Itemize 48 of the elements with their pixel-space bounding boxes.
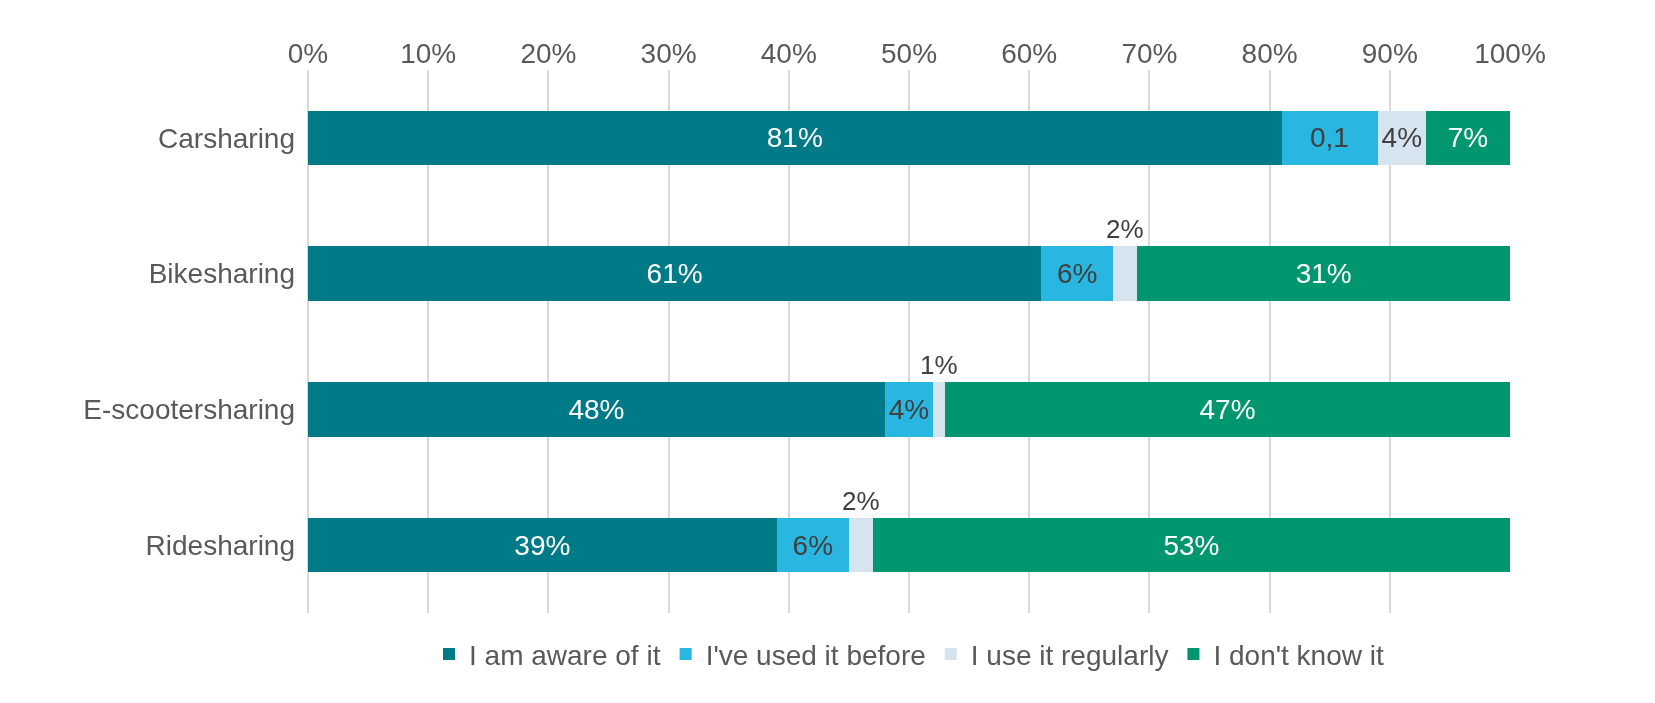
data-label: 1% bbox=[920, 350, 958, 380]
data-label: 47% bbox=[1199, 393, 1256, 425]
data-label: 48% bbox=[568, 393, 625, 425]
bar bbox=[1281, 110, 1378, 166]
x-tick-label: 40% bbox=[760, 38, 817, 70]
bar bbox=[308, 110, 1282, 166]
x-tick-label: 30% bbox=[640, 38, 697, 70]
x-tick-label: 70% bbox=[1121, 38, 1178, 70]
bar bbox=[933, 382, 946, 437]
legend-label: I am aware of it bbox=[469, 639, 661, 671]
bar bbox=[872, 517, 1510, 573]
bar bbox=[1137, 246, 1510, 301]
legend-label: I use it regularly bbox=[970, 639, 1169, 671]
bar bbox=[308, 246, 1042, 301]
x-tick-label: 90% bbox=[1361, 38, 1418, 70]
data-label: 31% bbox=[1295, 258, 1352, 290]
bar bbox=[1041, 246, 1114, 301]
data-label: 2% bbox=[1106, 214, 1144, 244]
data-label: 53% bbox=[1163, 529, 1220, 561]
legend-label: I don't know it bbox=[1213, 639, 1384, 671]
bar bbox=[308, 382, 885, 437]
bar bbox=[308, 517, 777, 573]
data-label: 7% bbox=[1447, 122, 1489, 154]
x-tick-label: 0% bbox=[287, 38, 329, 70]
x-tick-label: 80% bbox=[1241, 38, 1298, 70]
data-label: 4% bbox=[888, 393, 930, 425]
y-tick-label: Bikesharing bbox=[148, 258, 295, 290]
data-label: 6% bbox=[792, 529, 834, 561]
y-tick-label: Ridesharing bbox=[145, 529, 295, 561]
bar bbox=[1113, 246, 1138, 301]
y-tick-label: Carsharing bbox=[158, 122, 295, 154]
bar bbox=[945, 382, 1510, 437]
bar bbox=[1425, 110, 1510, 166]
y-tick-label: E-scootersharing bbox=[83, 394, 295, 426]
data-label: 4% bbox=[1381, 122, 1423, 154]
x-tick-label: 10% bbox=[400, 38, 457, 70]
data-label: 39% bbox=[514, 529, 571, 561]
annotation: 0,1 bbox=[1310, 122, 1349, 153]
data-label: 81% bbox=[766, 122, 823, 154]
x-tick-label: 20% bbox=[520, 38, 577, 70]
legend-label: I've used it before bbox=[705, 639, 926, 671]
data-label: 61% bbox=[646, 258, 703, 290]
bar bbox=[848, 517, 873, 573]
data-label: 2% bbox=[842, 486, 880, 516]
x-tick-label: 100% bbox=[1474, 38, 1546, 70]
x-tick-label: 50% bbox=[880, 38, 938, 70]
data-label: 6% bbox=[1057, 258, 1098, 290]
x-tick-label: 60% bbox=[1001, 38, 1058, 70]
